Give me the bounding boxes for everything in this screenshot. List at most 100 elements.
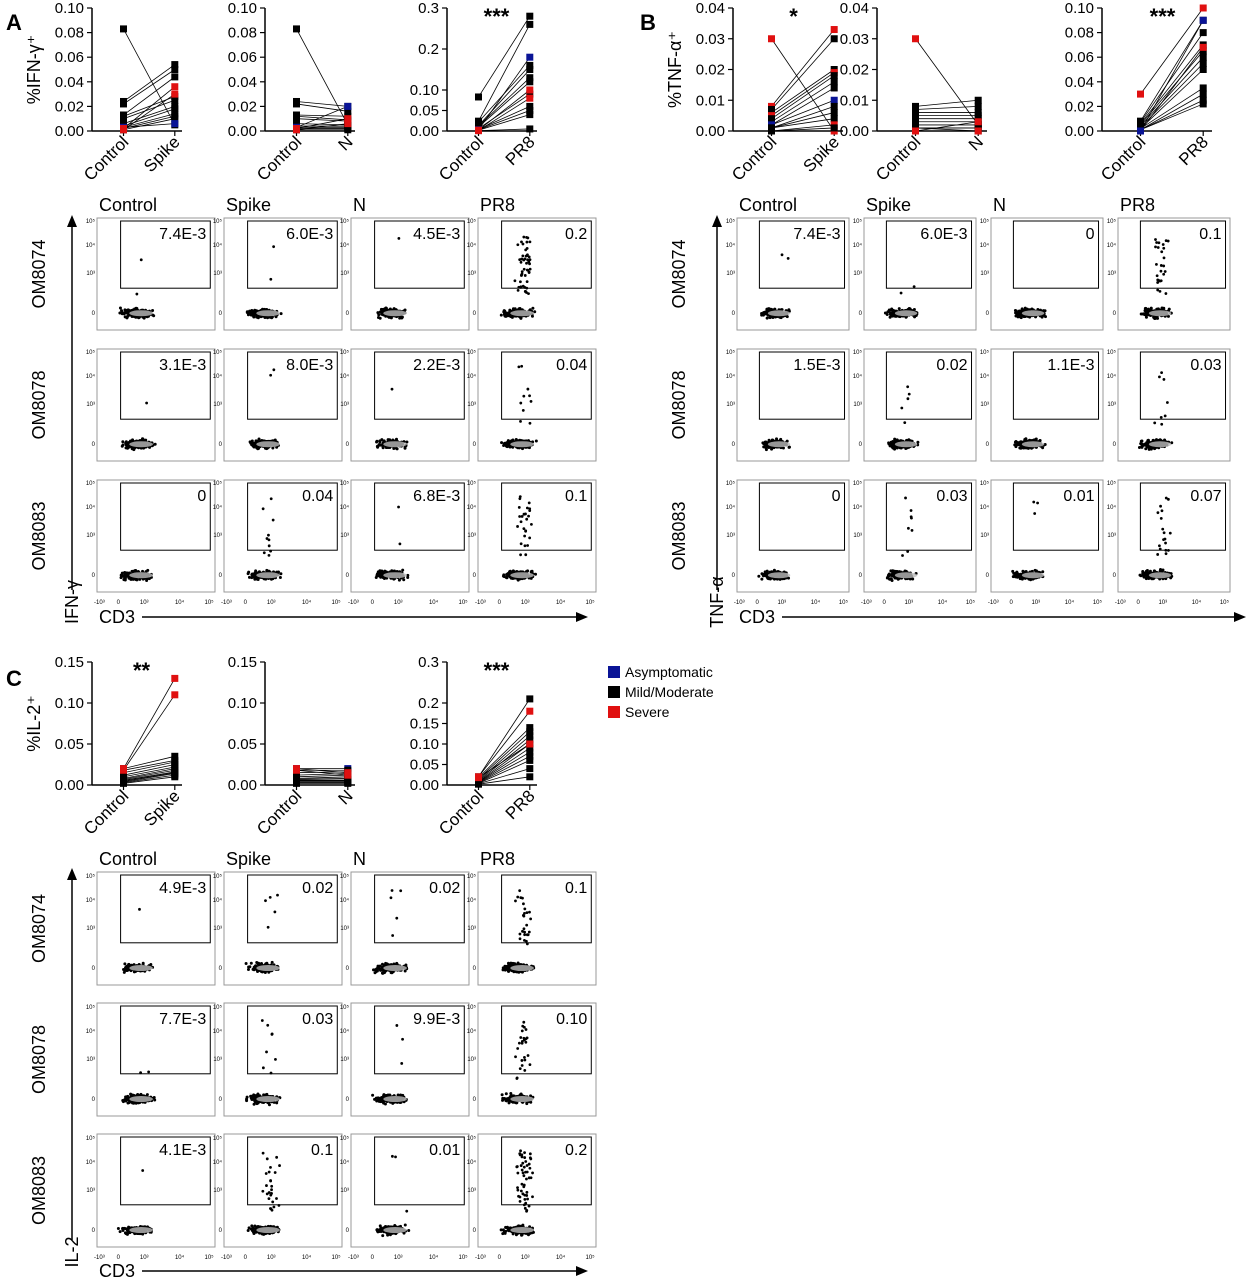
- donor-label: OM8078: [29, 1025, 49, 1094]
- flow-x-tick-label: -10³: [348, 600, 359, 606]
- event-dot: [379, 307, 383, 311]
- flow-y-tick-label: 10⁴: [467, 504, 477, 511]
- event-dot: [1041, 446, 1045, 450]
- pre-point: [1137, 127, 1144, 135]
- event-dot: [500, 441, 504, 445]
- positive-event: [518, 497, 522, 501]
- positive-event: [530, 522, 533, 526]
- gate-frequency: 0: [832, 488, 841, 505]
- flow-y-tick-label: 10⁴: [213, 373, 223, 380]
- event-dot: [120, 312, 124, 316]
- y-tick-label: 0.02: [840, 62, 869, 79]
- flow-y-tick-label: 10⁵: [1107, 349, 1117, 356]
- positive-event: [1032, 500, 1036, 504]
- gate-box: [120, 220, 211, 289]
- post-point: [1199, 16, 1207, 24]
- event-dot: [517, 307, 521, 311]
- gate-box: [501, 220, 592, 289]
- flow-y-tick-label: 10⁵: [1107, 218, 1117, 225]
- density-core: [256, 441, 280, 448]
- flow-y-tick-label: 10³: [213, 271, 222, 277]
- flow-y-tick-label: 10³: [980, 271, 989, 277]
- positive-event: [1163, 270, 1167, 273]
- positive-event: [517, 506, 521, 509]
- y-tick-label: 0.06: [228, 49, 257, 66]
- event-dot: [760, 313, 764, 317]
- positive-event: [1162, 256, 1166, 260]
- arrow-head: [576, 1266, 588, 1276]
- flow-y-tick-label: 0: [859, 573, 863, 579]
- flow-x-tick-label: 10³: [394, 600, 403, 606]
- subject-line: [123, 113, 175, 128]
- positive-event: [522, 235, 526, 239]
- event-dot: [531, 306, 535, 310]
- subject-line: [123, 28, 176, 126]
- flow-y-axis-label: IFN-γ: [62, 580, 82, 624]
- event-dot: [897, 307, 901, 311]
- post-point: [526, 86, 534, 94]
- positive-event: [267, 533, 270, 537]
- gate-frequency: 0.01: [1063, 488, 1094, 505]
- condition-header: Spike: [226, 195, 271, 215]
- positive-event: [909, 509, 913, 512]
- y-tick-label: 0.10: [228, 695, 257, 712]
- event-dot: [378, 439, 382, 443]
- positive-event: [528, 507, 532, 511]
- event-dot: [765, 307, 769, 311]
- post-point: [1199, 100, 1207, 108]
- flow-y-tick-label: 10⁵: [726, 480, 736, 487]
- positive-event: [520, 270, 524, 274]
- flow-y-tick-label: 0: [346, 573, 350, 579]
- y-tick-label: 0.00: [696, 123, 725, 140]
- positive-event: [398, 542, 402, 546]
- positive-event: [1164, 541, 1167, 545]
- positive-event: [139, 258, 143, 262]
- positive-event: [390, 387, 394, 391]
- positive-event: [524, 553, 528, 557]
- y-tick-label: 0.10: [228, 0, 257, 17]
- event-dot: [382, 308, 386, 312]
- positive-event: [907, 392, 911, 396]
- flow-y-tick-label: 10⁴: [853, 242, 863, 249]
- flow-y-tick-label: 0: [92, 573, 96, 579]
- flow-y-tick-label: 10⁴: [980, 373, 990, 380]
- event-dot: [508, 569, 512, 573]
- flow-y-tick-label: 10³: [1107, 271, 1116, 277]
- flow-y-tick-label: 10⁵: [853, 349, 863, 356]
- event-dot: [1033, 568, 1037, 572]
- density-core: [129, 310, 153, 317]
- positive-event: [906, 526, 910, 530]
- flow-x-tick-label: 10³: [1158, 600, 1167, 606]
- post-point: [526, 125, 534, 133]
- subject-line: [123, 123, 175, 128]
- event-dot: [768, 316, 772, 320]
- gate-frequency: 0.07: [1190, 488, 1221, 505]
- flow-x-tick-label: 10³: [140, 600, 149, 606]
- positive-event: [912, 285, 916, 289]
- post-point: [171, 61, 179, 69]
- event-dot: [279, 312, 283, 316]
- post-point: [830, 109, 838, 117]
- condition-header: PR8: [480, 195, 515, 215]
- event-dot: [505, 573, 509, 577]
- flow-y-tick-label: 10⁵: [1107, 480, 1117, 487]
- event-dot: [152, 314, 156, 318]
- flow-y-tick-label: 10⁴: [726, 504, 736, 511]
- positive-event: [1162, 272, 1166, 276]
- subject-line: [1140, 47, 1204, 132]
- post-point: [526, 74, 534, 82]
- flow-y-tick-label: 0: [473, 311, 477, 317]
- positive-event: [1154, 238, 1157, 241]
- gate-frequency: 6.8E-3: [413, 488, 460, 505]
- x-tick-label: Control: [872, 132, 924, 184]
- gate-frequency: 0.1: [565, 488, 587, 505]
- flow-x-tick-label: 10³: [1031, 600, 1040, 606]
